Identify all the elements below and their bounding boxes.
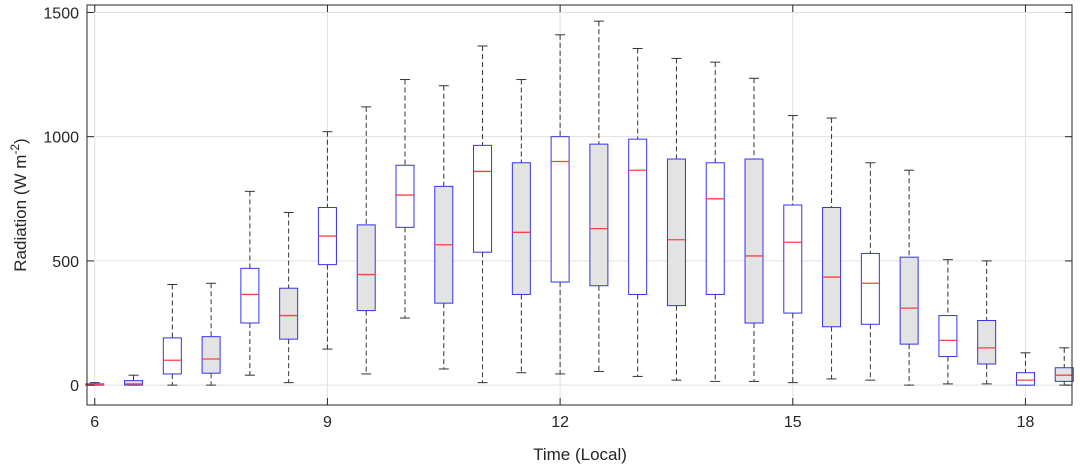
box-series: [85, 20, 1074, 386]
x-tick-label: 12: [551, 414, 569, 431]
box-8: [240, 190, 260, 376]
box-17.5: [977, 260, 997, 385]
box-11: [473, 45, 493, 384]
iqr-box: [473, 144, 493, 253]
box-17: [938, 259, 958, 385]
iqr-box: [550, 136, 570, 283]
box-18.5: [1054, 347, 1074, 386]
iqr-box: [162, 337, 182, 375]
y-tick-label: 0: [70, 378, 79, 395]
iqr-box: [938, 315, 958, 358]
iqr-box: [356, 224, 376, 312]
box-6.5: [124, 374, 144, 386]
y-tick-label: 1000: [43, 130, 79, 147]
iqr-box: [1015, 372, 1035, 386]
x-tick-label: 9: [323, 414, 332, 431]
iqr-box: [783, 204, 803, 314]
box-12: [550, 34, 570, 375]
iqr-box: [744, 158, 764, 324]
y-axis-title-main: Radiation (W m: [11, 155, 30, 272]
plot-area: [87, 5, 1072, 405]
box-14.5: [744, 77, 764, 382]
box-11.5: [511, 79, 531, 374]
x-tick-label: 6: [90, 414, 99, 431]
box-16.5: [899, 169, 919, 386]
box-16: [860, 162, 880, 381]
box-14: [705, 61, 725, 382]
iqr-box: [124, 380, 144, 386]
iqr-box: [822, 206, 842, 328]
iqr-box: [240, 267, 260, 324]
box-8.5: [279, 211, 299, 384]
box-7.5: [201, 282, 221, 386]
iqr-box: [899, 256, 919, 345]
box-13.5: [666, 57, 686, 381]
iqr-box: [666, 158, 686, 307]
iqr-box: [628, 138, 648, 295]
iqr-box: [705, 162, 725, 295]
x-tick-label: 15: [784, 414, 802, 431]
box-15.5: [822, 117, 842, 380]
box-13: [628, 47, 648, 377]
box-9.5: [356, 106, 376, 375]
y-tick-label: 500: [52, 254, 79, 271]
iqr-box: [201, 336, 221, 374]
box-7: [162, 284, 182, 386]
iqr-box: [860, 252, 880, 325]
iqr-box: [511, 162, 531, 295]
y-axis-title-close: ): [11, 138, 30, 144]
x-axis-title: Time (Local): [533, 445, 627, 464]
box-10: [395, 79, 415, 319]
y-axis-title-superscript: -2: [8, 144, 22, 155]
box-18: [1015, 352, 1035, 386]
iqr-box: [977, 320, 997, 365]
iqr-box: [395, 164, 415, 228]
iqr-box: [279, 287, 299, 340]
axis-ticks: 6 9 12 15 18 0 500 1000 1500: [43, 5, 1072, 431]
box-15: [783, 115, 803, 384]
axes-frame: [86, 4, 1073, 406]
box-12.5: [589, 20, 609, 372]
iqr-box: [589, 143, 609, 287]
box-10.5: [434, 85, 454, 370]
box-9: [317, 131, 337, 350]
y-tick-label: 1500: [43, 5, 79, 22]
y-axis-title: Radiation (W m-2): [8, 138, 30, 271]
x-tick-label: 18: [1017, 414, 1035, 431]
